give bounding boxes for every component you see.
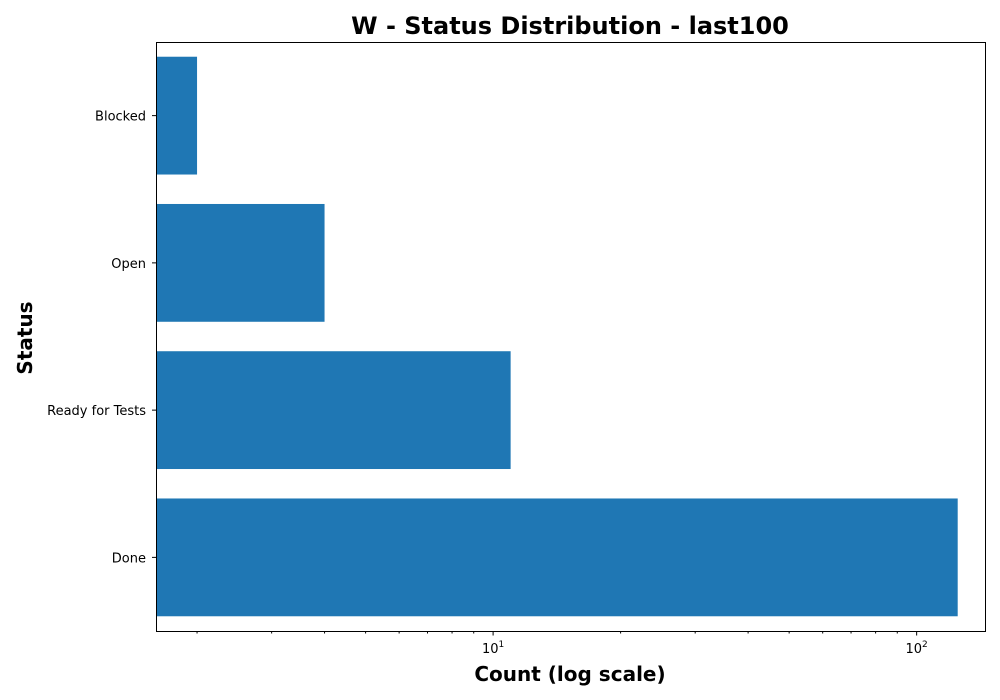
y-tick-label-blocked: Blocked bbox=[95, 110, 146, 125]
bar-open bbox=[156, 203, 325, 322]
bar-blocked bbox=[156, 56, 198, 175]
y-tick-label-ready-for-tests: Ready for Tests bbox=[47, 404, 146, 419]
x-tick-label: 102 bbox=[906, 640, 928, 657]
bar-ready-for-tests bbox=[156, 351, 511, 470]
bars-group bbox=[156, 56, 958, 617]
x-axis-ticks: 101 102 bbox=[196, 631, 928, 657]
y-tick-label-open: Open bbox=[111, 257, 146, 272]
y-tick-label-done: Done bbox=[112, 551, 146, 566]
x-axis-label: Count (log scale) bbox=[474, 662, 665, 686]
chart-title: W - Status Distribution - last100 bbox=[351, 12, 789, 40]
bar-done bbox=[156, 498, 958, 617]
y-axis-label: Status bbox=[13, 301, 37, 374]
plot-frame bbox=[156, 42, 986, 632]
y-axis-ticks: Done Ready for Tests Open Blocked bbox=[47, 110, 156, 566]
x-tick-label: 101 bbox=[482, 640, 504, 657]
